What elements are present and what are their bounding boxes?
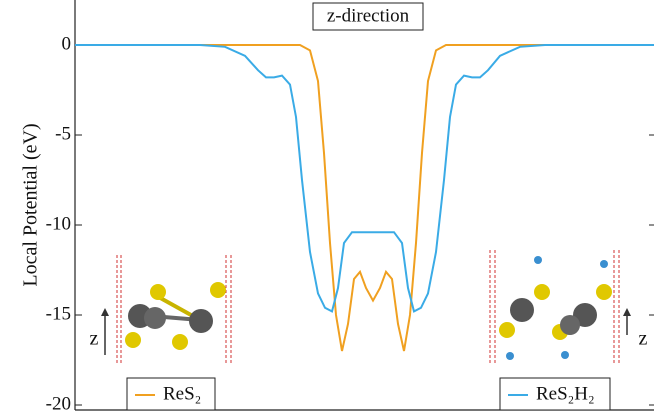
structure-left bbox=[101, 255, 231, 365]
y-axis-label: Local Potential (eV) bbox=[20, 123, 42, 286]
atom-s bbox=[150, 284, 166, 300]
atom-s bbox=[172, 334, 188, 350]
y-tick-label: 0 bbox=[62, 33, 72, 54]
y-tick-label: -5 bbox=[55, 123, 71, 144]
legend-label: ReS₂H₂ bbox=[536, 383, 595, 404]
series-line bbox=[75, 45, 654, 311]
atom-s bbox=[534, 284, 550, 300]
atom-s bbox=[125, 332, 141, 348]
y-tick-label: -15 bbox=[46, 303, 71, 324]
y-tick-label: -10 bbox=[46, 213, 71, 234]
arrow-head bbox=[101, 308, 109, 316]
atom-h bbox=[600, 260, 608, 268]
axis-symbol: z bbox=[90, 328, 99, 350]
atom-re bbox=[560, 315, 580, 335]
structure-right bbox=[490, 250, 631, 365]
atom-h bbox=[561, 351, 569, 359]
atom-h bbox=[534, 256, 542, 264]
series-line bbox=[75, 45, 654, 351]
y-tick-label: -20 bbox=[46, 393, 71, 414]
axis-symbol: z bbox=[639, 328, 648, 350]
atom-re bbox=[510, 298, 534, 322]
atom-s bbox=[210, 282, 226, 298]
atom-re bbox=[144, 307, 166, 329]
arrow-head bbox=[623, 308, 631, 316]
chart: Local Potential (eV) z-direction bbox=[0, 0, 654, 418]
atom-re bbox=[189, 309, 213, 333]
annotation: z-direction bbox=[327, 5, 410, 26]
atom-s bbox=[499, 322, 515, 338]
atom-h bbox=[506, 352, 514, 360]
legend-label: ReS₂ bbox=[163, 383, 201, 404]
atom-s bbox=[596, 284, 612, 300]
page: {"chart_data": {"type": "line", "y_label… bbox=[0, 0, 654, 418]
